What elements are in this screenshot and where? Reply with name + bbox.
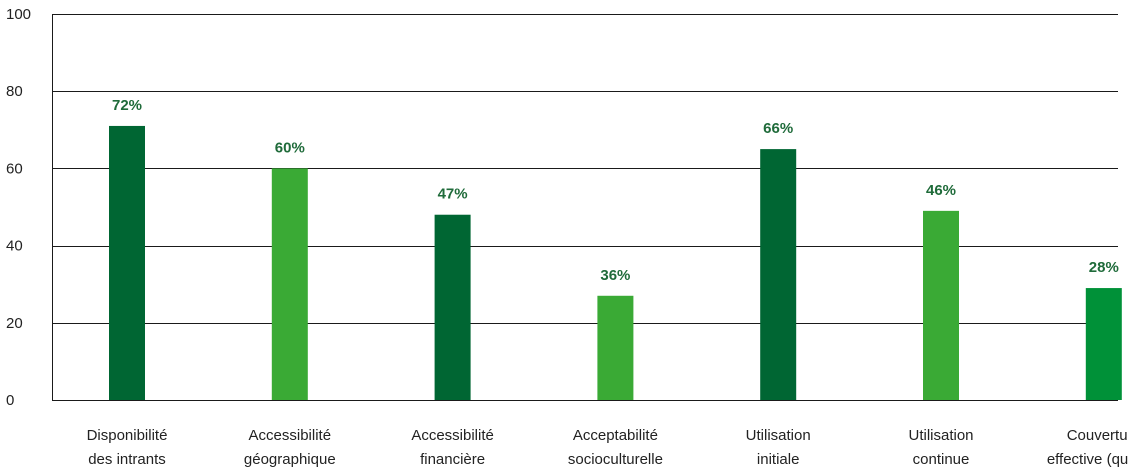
data-label: 66% (763, 120, 793, 137)
x-tick-label: Disponibilité (87, 427, 168, 444)
x-tick-label: continue (913, 451, 970, 468)
y-tick-label: 60 (6, 160, 23, 177)
x-tick-label: Couverture (1067, 427, 1128, 444)
data-label: 28% (1089, 259, 1119, 276)
x-tick-label: initiale (757, 451, 800, 468)
bar (271, 168, 308, 400)
x-tick-label: géographique (244, 451, 336, 468)
data-label: 47% (438, 186, 468, 203)
y-tick-label: 80 (6, 83, 23, 100)
x-axis-labels: Disponibilité des intrants Accessibilité gé… (87, 427, 1128, 468)
bar (597, 295, 634, 400)
y-tick-label: 100 (6, 6, 31, 23)
x-tick-label: Utilisation (908, 427, 973, 444)
y-tick-label: 20 (6, 315, 23, 332)
data-label: 46% (926, 182, 956, 199)
bar (434, 214, 471, 400)
x-tick-label: Accessibilité (249, 427, 332, 444)
x-tick-label: Acceptabilité (573, 427, 658, 444)
x-tick-label: effective (qualité) (1047, 451, 1128, 468)
y-axis-ticks: 0 20 40 60 80 100 (6, 6, 31, 409)
x-tick-label: Utilisation (746, 427, 811, 444)
data-label: 36% (600, 267, 630, 284)
bar (109, 125, 145, 400)
bar (923, 210, 959, 400)
bar (760, 149, 797, 400)
bars (109, 125, 1122, 400)
bar (1085, 288, 1122, 400)
x-tick-label: financière (420, 451, 485, 468)
data-labels: 72% 60% 47% 36% 66% 46% 28% (112, 97, 1119, 284)
data-label: 72% (112, 97, 142, 114)
x-tick-label: Accessibilité (411, 427, 494, 444)
gridlines (52, 14, 1118, 401)
data-label: 60% (275, 139, 305, 156)
x-tick-label: socioculturelle (568, 451, 663, 468)
y-tick-label: 0 (6, 392, 14, 409)
y-tick-label: 40 (6, 238, 23, 255)
x-tick-label: des intrants (88, 451, 166, 468)
